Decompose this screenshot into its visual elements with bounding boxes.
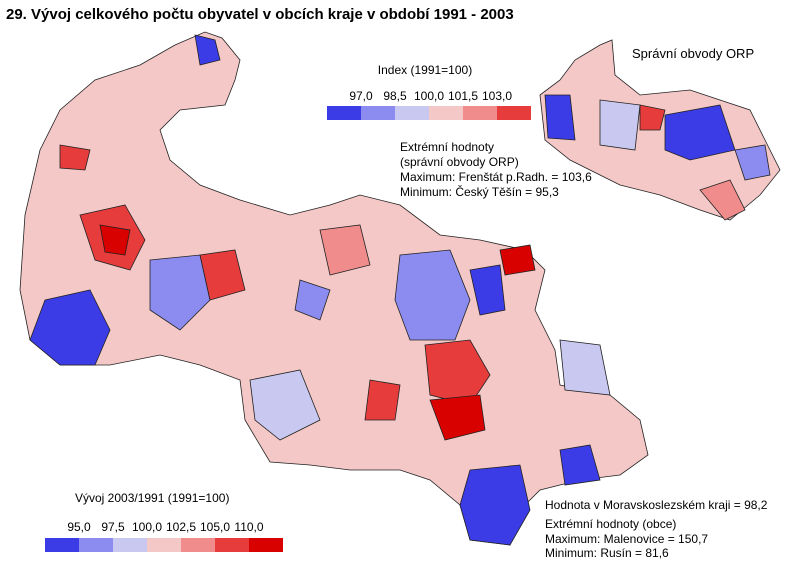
inset-title: Správní obvody ORP (632, 46, 754, 61)
legend-label: 100,0 (132, 520, 162, 534)
legend-swatch (249, 538, 283, 552)
inset-map (539, 39, 781, 221)
legend-label: 98,5 (383, 89, 407, 103)
legend-swatch (113, 538, 147, 552)
legend-swatch (79, 538, 113, 552)
legend-swatch (497, 106, 531, 120)
legend-swatch (147, 538, 181, 552)
legend-swatch (45, 538, 79, 552)
legend-label: 101,5 (448, 89, 478, 103)
legend-swatch (361, 106, 395, 120)
legend-swatch (395, 106, 429, 120)
legend-swatch (463, 106, 497, 120)
note-line: Hodnota v Moravskoslezském kraji = 98,2 (545, 498, 768, 512)
legend-swatch (181, 538, 215, 552)
legend-label: 97,5 (101, 520, 125, 534)
title: 29. Vývoj celkového počtu obyvatel v obc… (6, 6, 514, 23)
legend-label: 102,5 (166, 520, 196, 534)
extreme-line: (správní obvody ORP) (400, 155, 519, 169)
legend-swatch (327, 106, 361, 120)
legend-swatch (429, 106, 463, 120)
note-line: Extrémní hodnoty (obce) (545, 517, 676, 531)
note-line: Minimum: Rusín = 81,6 (545, 546, 669, 560)
orp-legend: 97,0 98,5 100,0 101,5 103,0 (327, 89, 531, 120)
legend-label: 105,0 (200, 520, 230, 534)
extreme-line: Maximum: Frenštát p.Radh. = 103,6 (400, 170, 592, 184)
legend-swatch (215, 538, 249, 552)
legend-label: 100,0 (414, 89, 444, 103)
note-line: Maximum: Malenovice = 150,7 (545, 532, 708, 546)
legend-label: 95,0 (67, 520, 91, 534)
municipal-legend-title: Vývoj 2003/1991 (1991=100) (75, 491, 229, 505)
extreme-line: Minimum: Český Těšín = 95,3 (400, 184, 559, 199)
main-map (19, 31, 649, 546)
legend-label: 97,0 (349, 89, 373, 103)
extreme-line: Extrémní hodnoty (400, 140, 494, 154)
legend-label: 103,0 (482, 89, 512, 103)
orp-legend-title: Index (1991=100) (378, 63, 472, 77)
municipal-legend: 95,0 97,5 100,0 102,5 105,0 110,0 (45, 520, 283, 552)
legend-label: 110,0 (234, 520, 263, 534)
